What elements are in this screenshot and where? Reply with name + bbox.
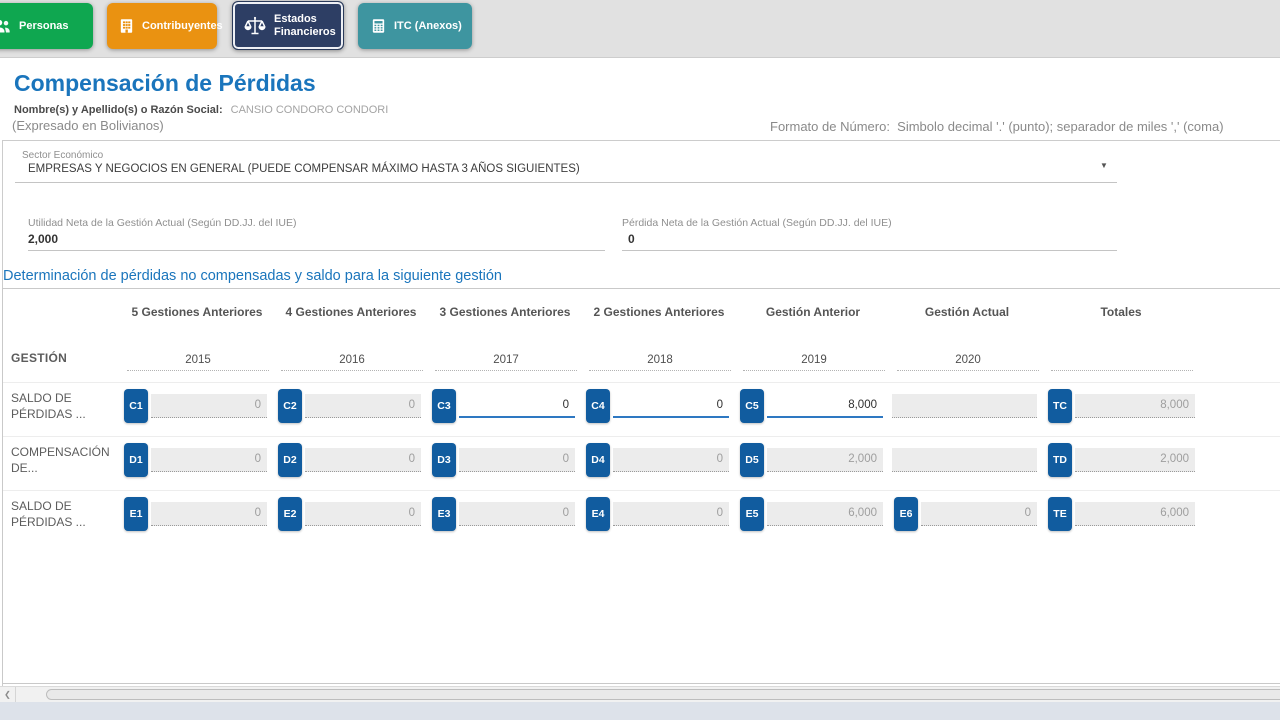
cell-input: 0 [613,502,729,526]
column-header: 3 Gestiones Anteriores [439,305,571,319]
cell-input: 0 [921,502,1037,526]
column-header: Totales [1100,305,1142,319]
year-cell: 2020 [897,349,1039,371]
total-code-badge: TC [1048,389,1072,423]
tab-itc-anexos[interactable]: ITC (Anexos) [358,3,472,49]
total-input: 6,000 [1075,502,1195,526]
number-format-note: Formato de Número: Simbolo decimal '.' (… [770,119,1224,134]
tab-contribuyentes[interactable]: Contribuyentes [107,3,223,49]
tab-label: Personas [19,20,69,32]
tab-personas[interactable]: Personas [0,3,93,49]
row-label: SALDO DE PÉRDIDAS ... [11,391,86,421]
year-cell: 2019 [743,349,885,371]
scales-icon [243,14,267,38]
cell-input: 0 [151,394,267,418]
cell-input: 0 [305,448,421,472]
cell-code-badge: D4 [586,443,610,477]
cell-code-badge: D2 [278,443,302,477]
page-title: Compensación de Pérdidas [14,70,316,96]
year-cell: 2017 [435,349,577,371]
utilidad-input[interactable]: 2,000 [28,232,59,246]
utilidad-label: Utilidad Neta de la Gestión Actual (Segú… [28,217,297,229]
cell-input[interactable]: 0 [613,394,729,418]
cell-input: 0 [305,394,421,418]
cell-code-badge: E2 [278,497,302,531]
row-divider [3,436,1280,437]
cell-code-badge: D1 [124,443,148,477]
column-header: 2 Gestiones Anteriores [593,305,725,319]
total-input: 8,000 [1075,394,1195,418]
cell-code-badge: C3 [432,389,456,423]
cell-code-badge: E6 [894,497,918,531]
column-header: Gestión Anterior [765,305,861,319]
perdida-label: Pérdida Neta de la Gestión Actual (Según… [622,217,892,229]
perdida-input[interactable]: 0 [628,232,635,246]
cell-input: 0 [613,448,729,472]
horizontal-scrollbar[interactable]: ❮ [0,686,1280,703]
taxpayer-name-line: Nombre(s) y Apellido(s) o Razón Social: C… [14,104,388,116]
cell-input [892,394,1037,418]
cell-input: 0 [305,502,421,526]
cell-code-badge: E1 [124,497,148,531]
loss-compensation-table: 5 Gestiones Anteriores 4 Gestiones Anteri… [2,288,1280,684]
tab-label: Estados Financieros [274,12,336,38]
dropdown-caret-icon[interactable]: ▼ [1100,161,1108,170]
taxpayer-name-label: Nombre(s) y Apellido(s) o Razón Social: [14,104,223,116]
cell-input [892,448,1037,472]
row-label: SALDO DE PÉRDIDAS ... [11,499,86,529]
cell-code-badge: E3 [432,497,456,531]
top-tab-bar: Personas Contribuyentes Estados Financie… [0,0,1280,58]
cell-input[interactable]: 8,000 [767,394,883,418]
tab-label: ITC (Anexos) [394,20,462,32]
scroll-left-button[interactable]: ❮ [0,687,16,702]
cell-input: 0 [151,502,267,526]
currency-note: (Expresado en Bolivianos) [12,118,164,133]
calculator-icon [370,17,387,35]
cell-input: 2,000 [767,448,883,472]
cell-code-badge: C2 [278,389,302,423]
utilidad-underline [28,250,605,251]
bottom-strip [0,702,1280,720]
cell-input: 0 [459,502,575,526]
year-cell: 2015 [127,349,269,371]
row-label: COMPENSACIÓN DE... [11,445,110,475]
section-title: Determinación de pérdidas no compensadas… [3,268,502,284]
cell-code-badge: C1 [124,389,148,423]
cell-code-badge: D5 [740,443,764,477]
cell-code-badge: E4 [586,497,610,531]
row-divider [3,490,1280,491]
row-divider [3,382,1280,383]
perdida-underline [622,250,1117,251]
column-header: 5 Gestiones Anteriores [131,305,263,319]
gestion-row-label: GESTIÓN [11,351,68,365]
cell-code-badge: E5 [740,497,764,531]
taxpayer-name-value: CANSIO CONDORO CONDORI [230,104,389,116]
column-header: Gestión Actual [924,305,1010,319]
building-icon [118,17,135,35]
cell-code-badge: C5 [740,389,764,423]
year-cell-empty [1051,349,1193,371]
cell-input: 0 [459,448,575,472]
total-code-badge: TD [1048,443,1072,477]
sector-select[interactable]: EMPRESAS Y NEGOCIOS EN GENERAL (PUEDE CO… [28,163,580,175]
sector-underline [15,182,1117,183]
scrollbar-thumb[interactable] [46,689,1280,700]
cell-code-badge: D3 [432,443,456,477]
tab-label: Contribuyentes [142,20,223,32]
year-cell: 2016 [281,349,423,371]
cell-code-badge: C4 [586,389,610,423]
total-code-badge: TE [1048,497,1072,531]
total-input: 2,000 [1075,448,1195,472]
year-cell: 2018 [589,349,731,371]
cell-input: 0 [151,448,267,472]
cell-input: 6,000 [767,502,883,526]
column-header: 4 Gestiones Anteriores [285,305,417,319]
people-icon [0,16,12,36]
tab-estados-financieros[interactable]: Estados Financieros [232,1,344,50]
cell-input[interactable]: 0 [459,394,575,418]
sector-label: Sector Económico [22,150,104,161]
